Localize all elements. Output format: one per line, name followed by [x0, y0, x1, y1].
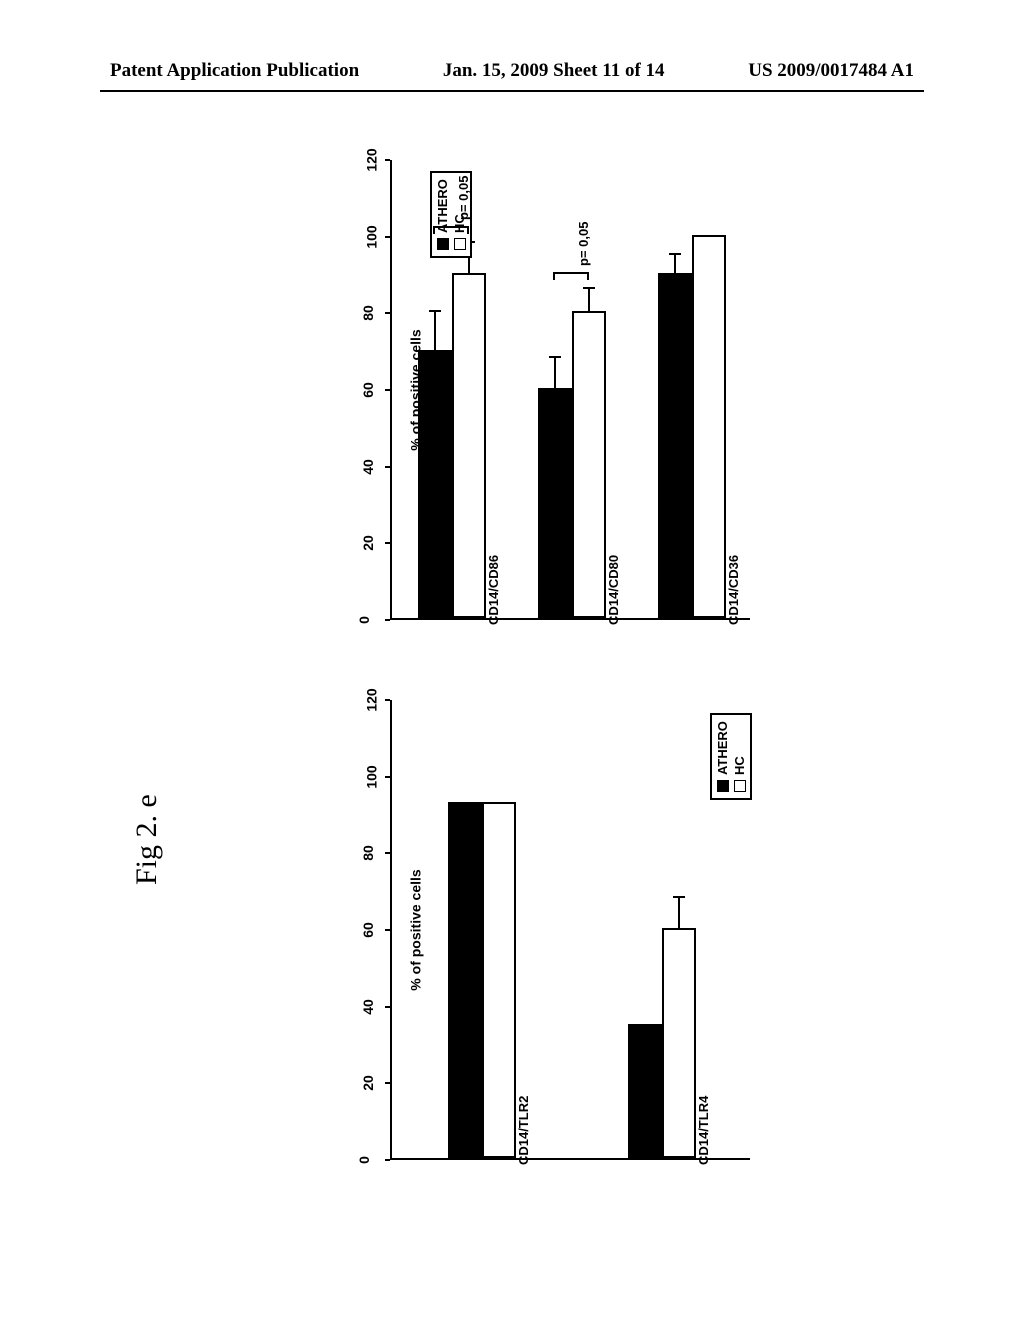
error-cap	[669, 253, 681, 255]
y-tick-label: 0	[356, 1156, 372, 1164]
significance-line	[553, 272, 587, 274]
bar-athero	[628, 1024, 662, 1158]
y-tick-mark	[385, 852, 390, 854]
y-tick-label: 100	[364, 225, 380, 248]
category-label: CD14/TLR2	[516, 1096, 531, 1165]
legend-swatch-athero	[717, 780, 729, 792]
page: Patent Application Publication Jan. 15, …	[0, 0, 1024, 1320]
bar-hc	[482, 802, 516, 1159]
y-tick-mark	[385, 389, 390, 391]
error-cap	[673, 896, 685, 898]
error-bar	[588, 288, 590, 311]
y-tick-mark	[385, 312, 390, 314]
y-tick-mark	[385, 542, 390, 544]
y-tick-label: 80	[360, 846, 376, 862]
bar-hc	[692, 235, 726, 618]
error-cap	[583, 287, 595, 289]
y-tick-label: 60	[360, 922, 376, 938]
significance-tick	[433, 226, 435, 234]
plot-area	[390, 700, 750, 1160]
legend-swatch-hc	[454, 238, 466, 250]
y-tick-mark	[385, 699, 390, 701]
y-tick-label: 40	[360, 459, 376, 475]
y-tick-mark	[385, 1082, 390, 1084]
category-label: CD14/CD80	[606, 555, 621, 625]
header-center: Jan. 15, 2009 Sheet 11 of 14	[443, 60, 665, 82]
p-value-label: p= 0,05	[456, 176, 471, 220]
legend-label-athero: ATHERO	[715, 721, 730, 775]
legend-swatch-hc	[734, 780, 746, 792]
header-rule	[100, 90, 924, 92]
y-tick-label: 100	[364, 765, 380, 788]
error-cap	[429, 310, 441, 312]
bar-athero	[448, 802, 482, 1159]
y-tick-mark	[385, 1006, 390, 1008]
y-tick-label: 0	[356, 616, 372, 624]
legend: ATHERO HC	[710, 713, 752, 800]
bar-athero	[418, 350, 452, 618]
y-tick-label: 20	[360, 1076, 376, 1092]
y-tick-label: 60	[360, 382, 376, 398]
y-tick-mark	[385, 776, 390, 778]
error-bar	[434, 311, 436, 349]
legend-label-hc: HC	[732, 756, 747, 775]
bar-hc	[572, 311, 606, 618]
y-tick-mark	[385, 929, 390, 931]
chart-top: % of positive cells ATHERO HC 0204060801…	[300, 130, 800, 670]
y-tick-mark	[385, 159, 390, 161]
error-bar	[678, 897, 680, 928]
y-tick-mark	[385, 1159, 390, 1161]
y-tick-mark	[385, 619, 390, 621]
bar-athero	[658, 273, 692, 618]
category-label: CD14/TLR4	[696, 1096, 711, 1165]
significance-tick	[553, 272, 555, 280]
category-label: CD14/CD86	[486, 555, 501, 625]
y-tick-label: 120	[364, 148, 380, 171]
significance-tick	[587, 272, 589, 280]
y-tick-label: 120	[364, 688, 380, 711]
significance-tick	[467, 226, 469, 234]
y-tick-mark	[385, 466, 390, 468]
error-bar	[554, 357, 556, 388]
error-cap	[549, 356, 561, 358]
y-tick-mark	[385, 236, 390, 238]
y-tick-label: 40	[360, 999, 376, 1015]
header-left: Patent Application Publication	[110, 60, 359, 82]
page-header: Patent Application Publication Jan. 15, …	[0, 60, 1024, 82]
bar-hc	[452, 273, 486, 618]
legend-label-athero: ATHERO	[435, 179, 450, 233]
y-tick-label: 20	[360, 536, 376, 552]
header-right: US 2009/0017484 A1	[748, 60, 914, 82]
legend-swatch-athero	[437, 238, 449, 250]
bar-athero	[538, 388, 572, 618]
error-bar	[674, 254, 676, 273]
chart-bottom: % of positive cells ATHERO HC 0204060801…	[300, 670, 800, 1210]
significance-line	[433, 226, 467, 228]
figure-label: Fig 2. e	[130, 794, 164, 885]
p-value-label: p= 0,05	[576, 222, 591, 266]
bar-hc	[662, 928, 696, 1158]
charts: % of positive cells ATHERO HC 0204060801…	[300, 130, 800, 1210]
y-tick-label: 80	[360, 306, 376, 322]
category-label: CD14/CD36	[726, 555, 741, 625]
